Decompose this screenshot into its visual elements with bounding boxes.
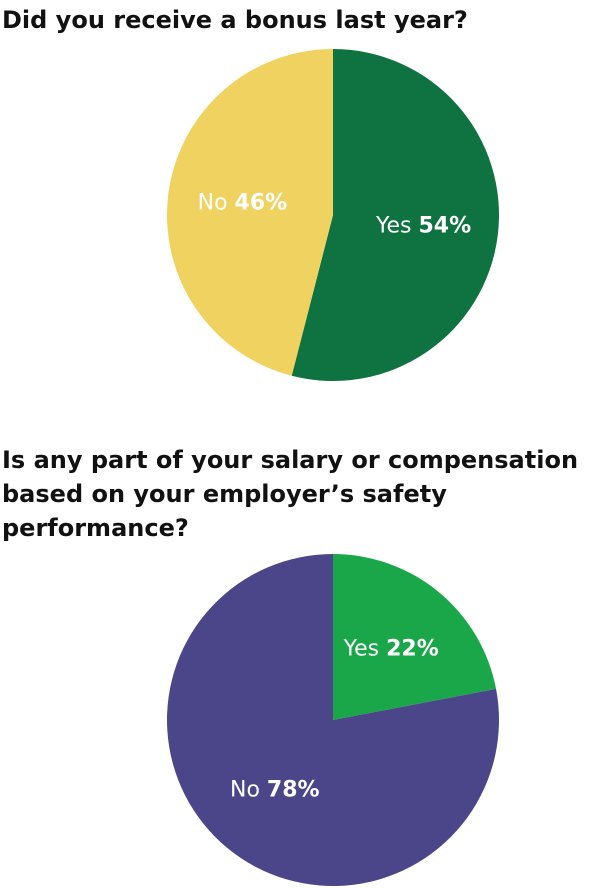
chart-title: Is any part of your salary or compensati… xyxy=(2,446,578,542)
title-line: Is any part of your salary or compensati… xyxy=(2,446,578,474)
pie-slice xyxy=(167,49,333,376)
slice-value: 22% xyxy=(386,637,439,662)
slice-category: No xyxy=(230,777,260,802)
slice-value: 46% xyxy=(235,191,288,216)
slice-category: Yes xyxy=(343,637,380,662)
slice-label: No 78% xyxy=(230,777,320,802)
slice-value: 54% xyxy=(419,213,472,238)
slice-label: Yes 22% xyxy=(343,637,439,662)
title-line: Did you receive a bonus last year? xyxy=(2,6,468,34)
slice-label: No 46% xyxy=(198,191,288,216)
pie-slice xyxy=(291,49,500,381)
pie-slice xyxy=(333,554,497,720)
pie-slice xyxy=(166,553,500,886)
slice-value: 78% xyxy=(267,777,320,802)
slice-label: Yes 54% xyxy=(375,213,471,238)
title-line: based on your employer’s safety xyxy=(2,480,447,508)
slice-category: Yes xyxy=(375,213,412,238)
title-line: performance? xyxy=(2,514,189,542)
slice-category: No xyxy=(198,191,228,216)
chart-title: Did you receive a bonus last year? xyxy=(2,6,468,34)
